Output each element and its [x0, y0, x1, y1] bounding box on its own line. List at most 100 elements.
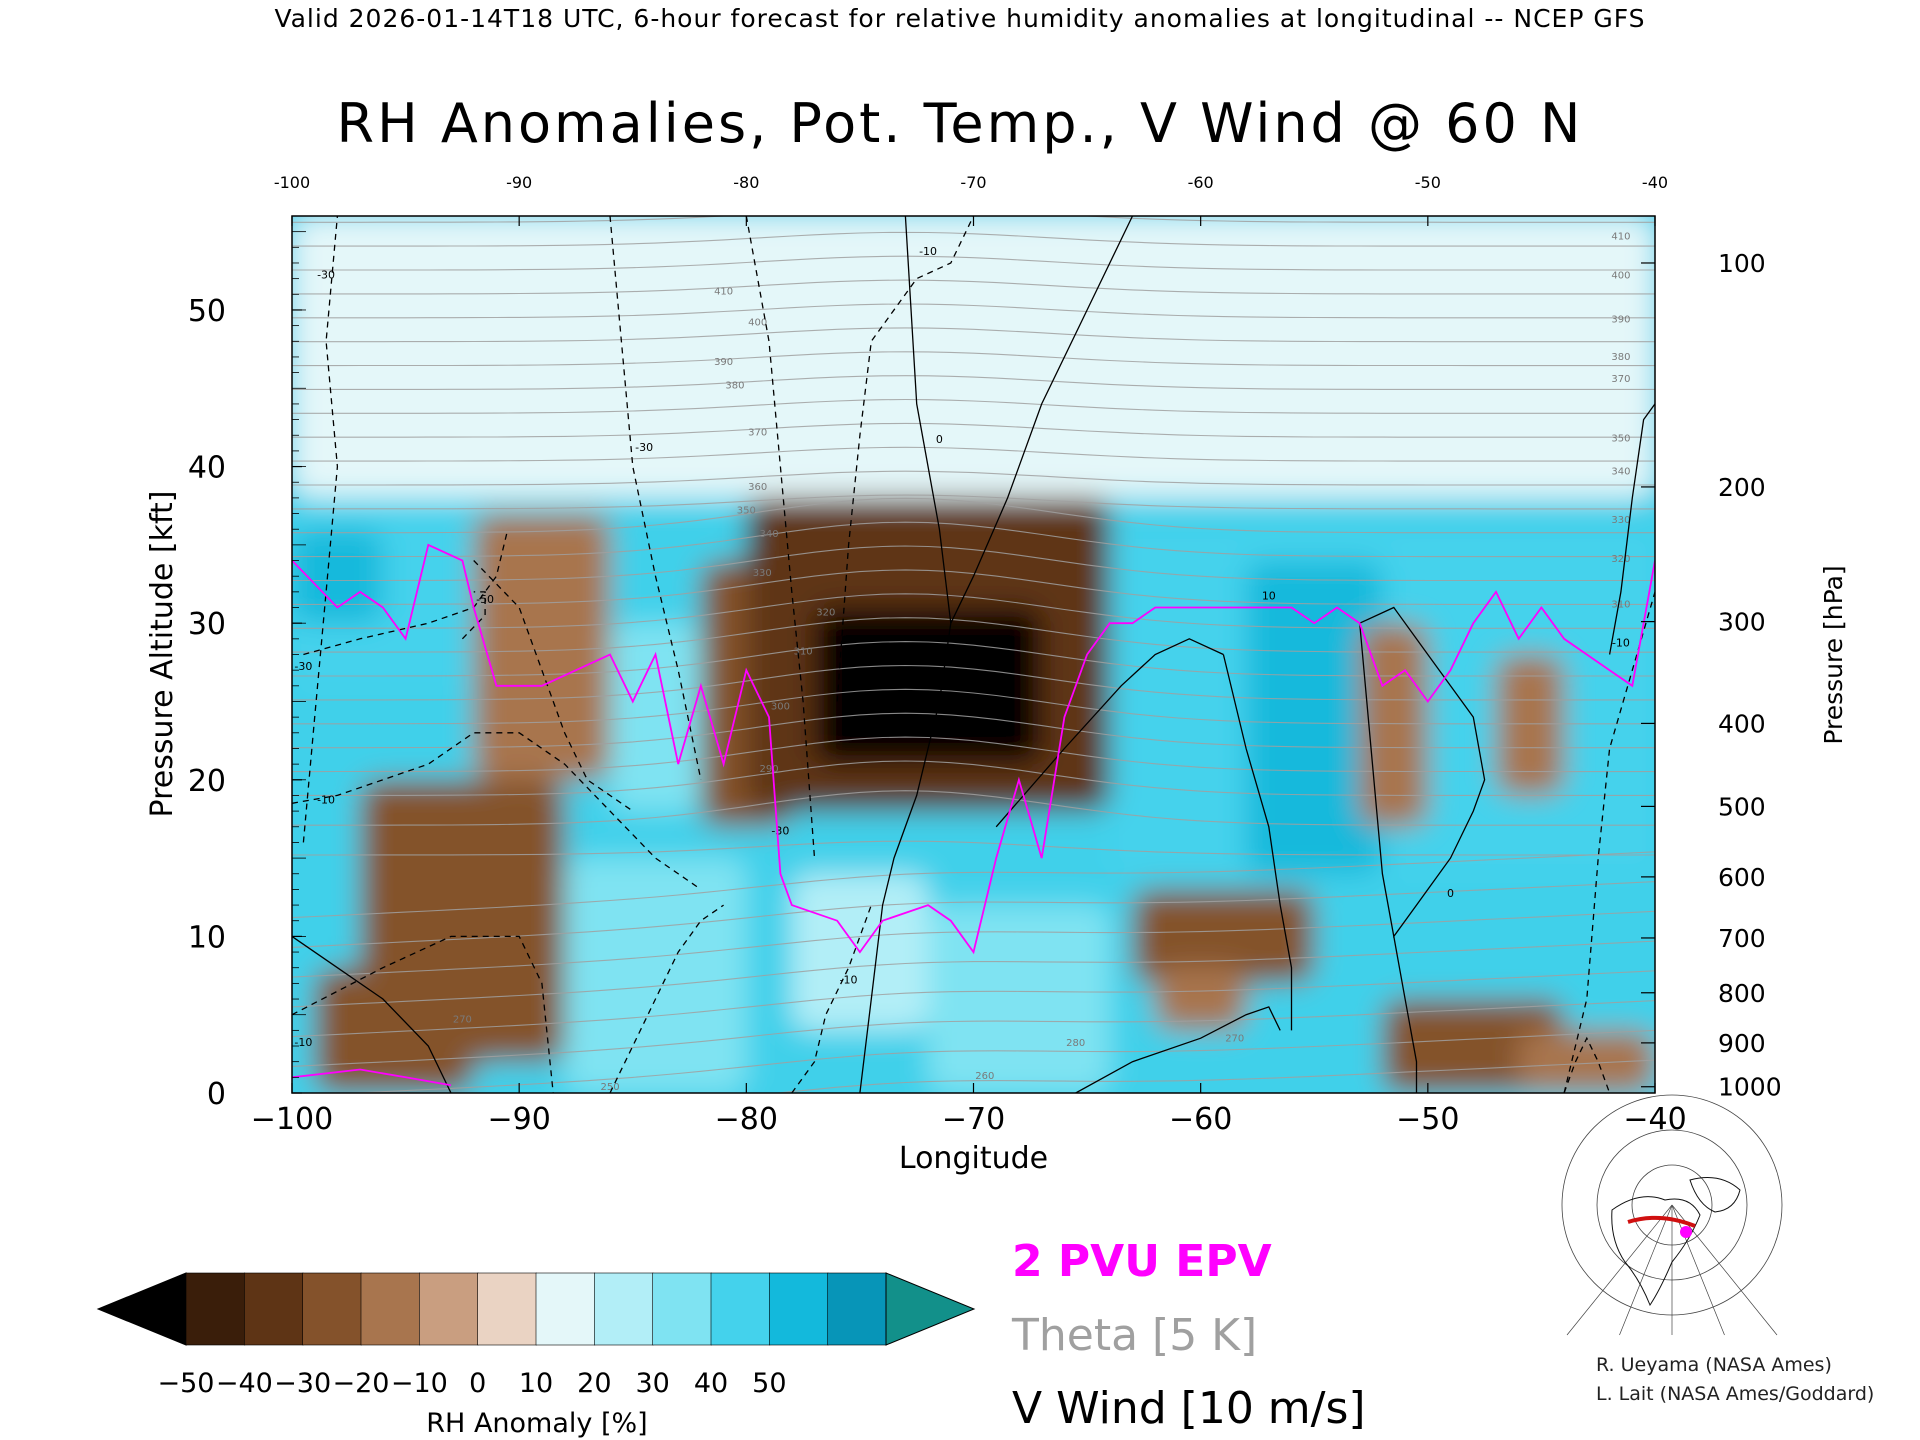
colorbar-tick-label: 40 — [694, 1368, 728, 1399]
rh-region — [814, 607, 1042, 765]
pressure-tick-label: 300 — [1718, 608, 1766, 637]
wind-label: 0 — [1447, 887, 1454, 900]
wind-contour — [859, 216, 952, 1093]
colorbar-tick-label: 10 — [519, 1368, 553, 1399]
theta-line — [292, 375, 1655, 390]
theta-line — [292, 303, 1655, 319]
theta-label: 320 — [1611, 554, 1630, 565]
colorbar-segment — [652, 1272, 712, 1346]
theta-label: 310 — [794, 647, 813, 658]
theta-label: 400 — [1611, 271, 1630, 282]
rh-region — [1359, 623, 1428, 827]
rh-anomaly-fill — [292, 216, 1655, 1093]
theta-label: 410 — [714, 286, 733, 297]
theta-line — [292, 688, 1655, 725]
theta-line — [292, 1000, 1655, 1067]
globe-continent — [1611, 1196, 1701, 1307]
theta-line — [292, 970, 1655, 1038]
theta-line — [292, 279, 1655, 295]
theta-label: 330 — [1611, 515, 1630, 526]
epv-contour — [292, 543, 1655, 1087]
x-tick-label: −60 — [1169, 1102, 1232, 1137]
legend-epv: 2 PVU EPV — [1012, 1236, 1272, 1287]
legend-theta: Theta [5 K] — [1011, 1310, 1257, 1361]
wind-contour — [1563, 1036, 1611, 1093]
theta-line — [292, 664, 1655, 701]
wind-contour — [1075, 1006, 1281, 1093]
pressure-tick-label: 700 — [1718, 924, 1766, 953]
rh-region — [292, 529, 383, 624]
colorbar-segment — [302, 1272, 362, 1346]
rh-region — [1495, 654, 1565, 796]
wind-label: -10 — [294, 1036, 312, 1049]
wind-label: -10 — [840, 973, 858, 986]
theta-label: 350 — [1611, 434, 1630, 445]
theta-line — [292, 617, 1655, 653]
wind-contour — [292, 935, 452, 1093]
theta-line — [292, 497, 1655, 534]
pressure-tick-label: 1000 — [1718, 1073, 1782, 1102]
theta-line — [292, 790, 1655, 826]
theta-line — [292, 760, 1655, 796]
colorbar-tick-label: −50 — [158, 1368, 215, 1399]
rh-region — [314, 967, 474, 1093]
v-wind-contours: 0 10 0 -30 -30 -50 -10 -30 -30 -10 -10 -10 -10 — [292, 216, 1655, 1093]
x-tick-label: −100 — [251, 1102, 333, 1137]
theta-line — [292, 910, 1655, 978]
colorbar-tick-label: 0 — [469, 1368, 486, 1399]
globe-greenland — [1689, 1177, 1741, 1213]
colorbar-label: RH Anomaly [%] — [426, 1408, 647, 1439]
globe-meridian — [1671, 1204, 1778, 1336]
pressure-tick-label: 500 — [1718, 792, 1766, 821]
colorbar-under-triangle — [96, 1272, 187, 1346]
theta-line — [292, 569, 1655, 605]
pressure-tick-label: 900 — [1718, 1029, 1766, 1058]
colorbar-tick-label: −40 — [216, 1368, 273, 1399]
colorbar-tick-label: 30 — [635, 1368, 669, 1399]
rh-region — [928, 905, 1110, 1093]
epv-line — [292, 1068, 452, 1087]
globe-meridian — [1671, 1204, 1725, 1336]
y-tick-label: 50 — [188, 294, 226, 329]
theta-label: 260 — [975, 1071, 994, 1082]
theta-label: 400 — [748, 318, 767, 329]
theta-label: 380 — [1611, 352, 1630, 363]
wind-contour — [292, 935, 554, 1093]
top-tick-label: -70 — [960, 173, 986, 192]
theta-line — [292, 521, 1655, 558]
locator-globe-map — [1560, 1094, 1783, 1336]
wind-label: -50 — [476, 593, 494, 606]
theta-line — [292, 736, 1655, 773]
y-tick-label: 40 — [188, 451, 226, 486]
wind-label: -30 — [771, 825, 789, 838]
theta-label: 390 — [1611, 314, 1630, 325]
wind-contour — [292, 732, 702, 890]
credit-author-1: R. Ueyama (NASA Ames) — [1596, 1354, 1832, 1376]
colorbar-segment — [360, 1272, 421, 1346]
pressure-tick-label: 600 — [1718, 863, 1766, 892]
y-tick-label: 20 — [188, 764, 226, 799]
legend: 2 PVU EPV Theta [5 K] V Wind [10 m/s] — [1011, 1236, 1366, 1434]
pressure-tick-label: 200 — [1718, 473, 1766, 502]
theta-line — [292, 398, 1655, 414]
theta-label: 300 — [771, 701, 790, 712]
wind-contour — [1393, 936, 1418, 1093]
top-tick-label: -60 — [1188, 173, 1214, 192]
wind-label: -30 — [317, 269, 335, 282]
wind-label: -10 — [919, 245, 937, 258]
colorbar-segment — [535, 1272, 596, 1346]
rh-region — [1132, 889, 1315, 984]
theta-label: 350 — [737, 506, 756, 517]
colorbar-tick-label: 50 — [752, 1368, 786, 1399]
top-tick-label: -80 — [733, 173, 759, 192]
wind-contour — [1608, 403, 1655, 655]
theta-label: 320 — [816, 607, 835, 618]
globe-section-line — [1627, 1215, 1696, 1228]
wind-label: -10 — [317, 793, 335, 806]
top-tick-label: -100 — [274, 173, 310, 192]
wind-contour — [1222, 654, 1293, 1031]
colorbar-segment — [594, 1272, 654, 1346]
theta-line — [292, 231, 1655, 247]
theta-line — [292, 851, 1655, 919]
theta-label: 330 — [753, 568, 772, 579]
